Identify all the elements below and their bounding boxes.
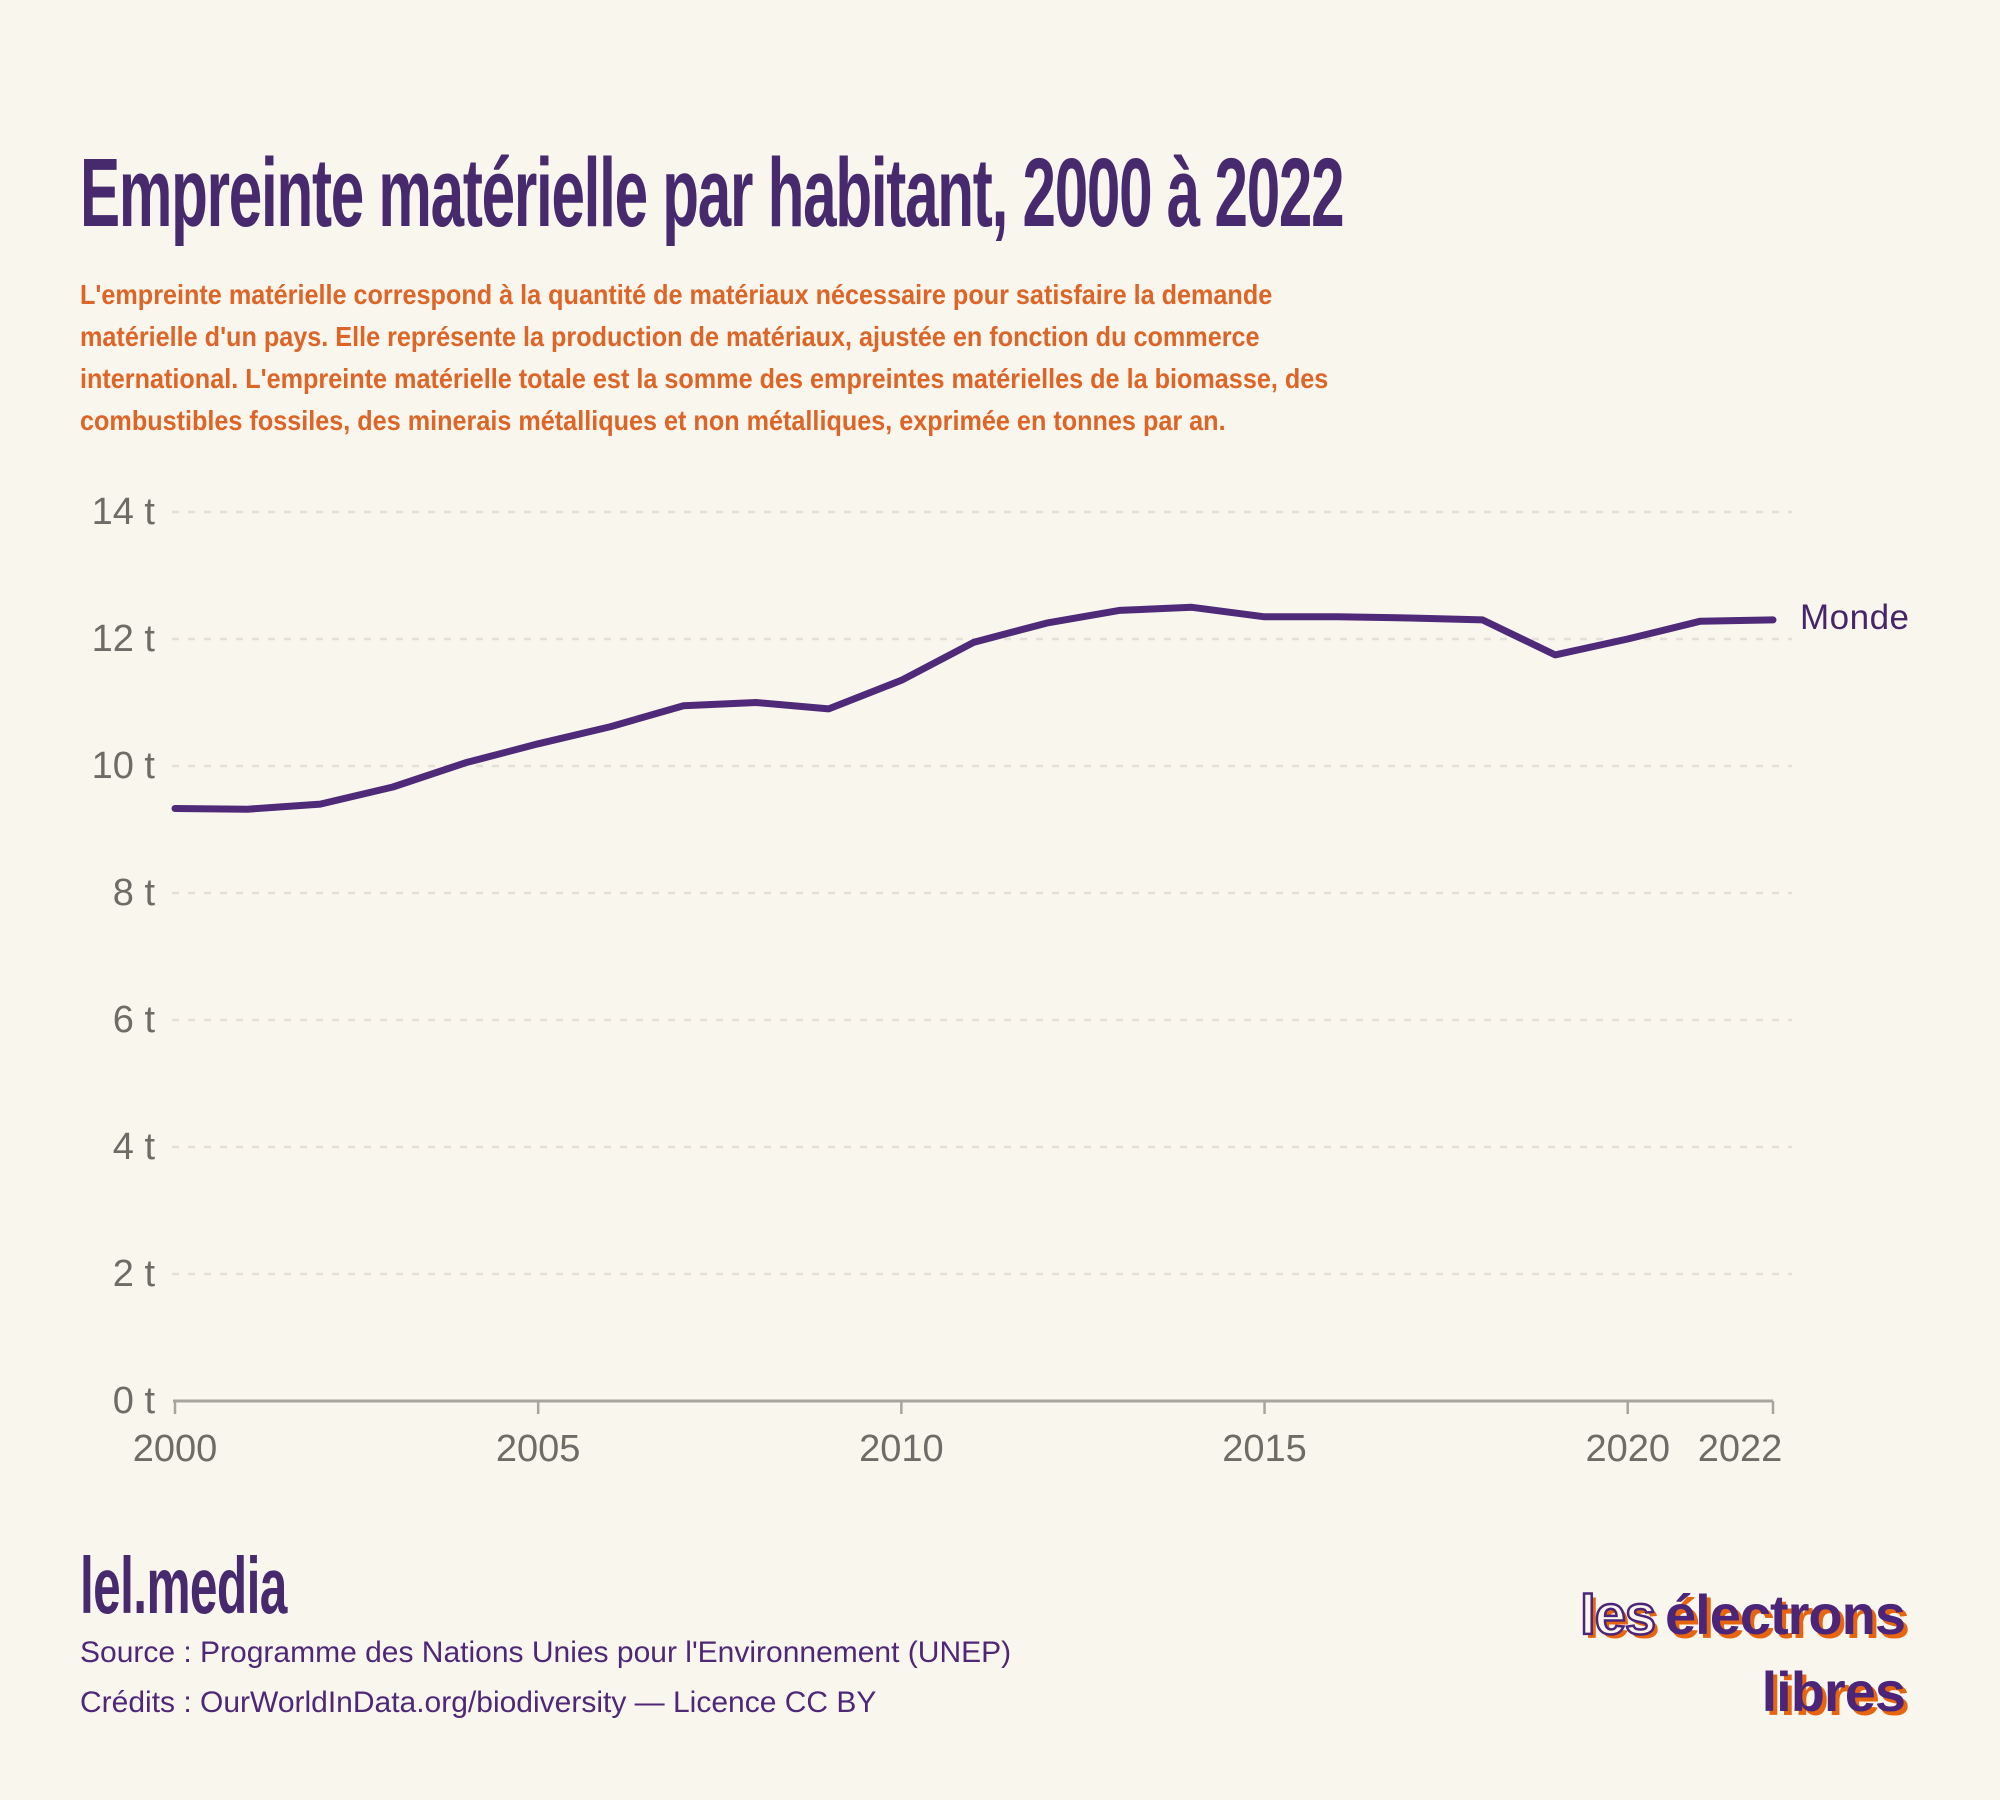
y-axis-label-10t: 10 t — [92, 745, 156, 787]
logo-word-electrons: électrons — [1665, 1583, 1906, 1646]
x-axis-label-2000: 2000 — [133, 1428, 218, 1470]
x-axis-label-2015: 2015 — [1222, 1428, 1307, 1470]
page-title: Empreinte matérielle par habitant, 2000 … — [80, 137, 1345, 247]
x-axis-label-2020: 2020 — [1585, 1428, 1670, 1470]
logo-line-1: les électrons — [1579, 1582, 1906, 1661]
series-label-monde: Monde — [1800, 598, 1910, 637]
y-axis-label-14t: 14 t — [92, 491, 156, 533]
brand-wordmark: lel.media — [80, 1541, 287, 1630]
series-line-monde — [171, 603, 1777, 813]
x-axis-label-2010: 2010 — [859, 1428, 944, 1470]
logo-word-les: les — [1579, 1582, 1657, 1647]
chart-description: L'empreinte matérielle correspond à la q… — [80, 279, 1329, 436]
logo-line-2: libres — [1580, 1660, 1906, 1738]
source-text: Source : Programme des Nations Unies pou… — [80, 1636, 1012, 1669]
credits-text: Crédits : OurWorldInData.org/biodiversit… — [80, 1686, 877, 1719]
y-axis-label-12t: 12 t — [92, 618, 156, 660]
y-axis-label-2t: 2 t — [113, 1253, 156, 1295]
les-electrons-libres-logo: les électrons libres — [1579, 1582, 1906, 1738]
y-axis-label-8t: 8 t — [113, 872, 156, 914]
y-axis-label-0t: 0 t — [113, 1380, 156, 1422]
y-axis-label-6t: 6 t — [113, 999, 156, 1041]
x-axis-label-2005: 2005 — [496, 1428, 581, 1470]
x-axis-label-2022: 2022 — [1698, 1428, 1783, 1470]
logo-word-libres: libres — [1761, 1660, 1906, 1723]
y-axis-label-4t: 4 t — [113, 1126, 156, 1168]
